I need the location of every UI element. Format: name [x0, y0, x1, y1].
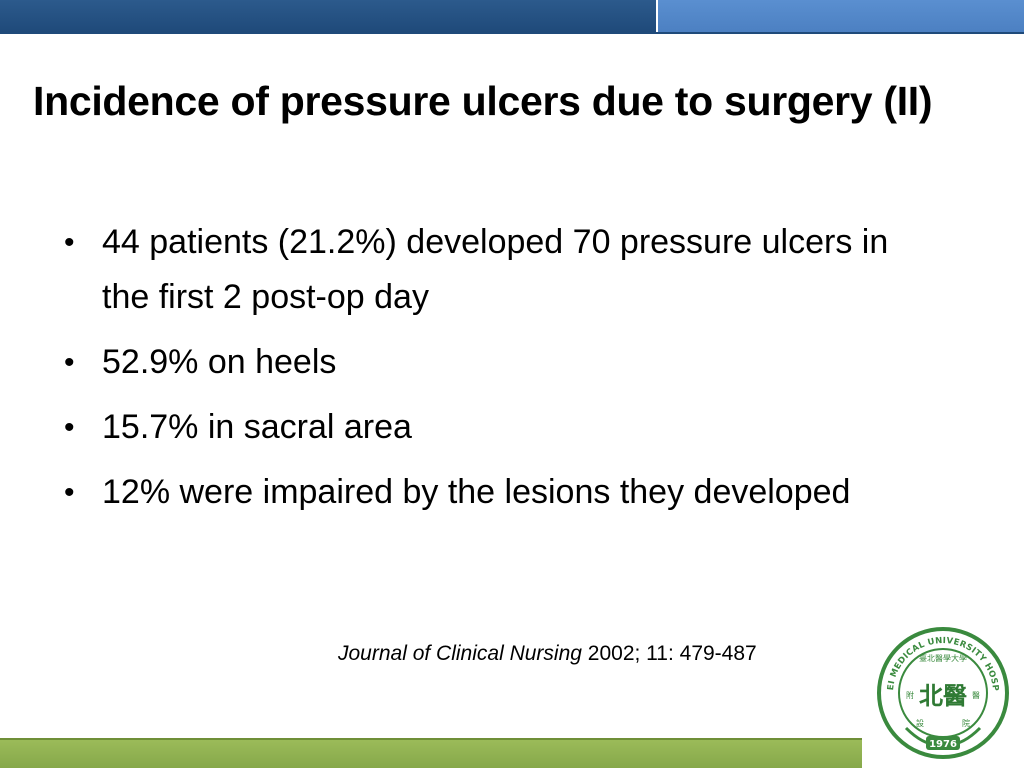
bullet-item: • 12% were impaired by the lesions they … — [64, 465, 914, 520]
logo-bottom-right: 院 — [962, 718, 970, 728]
bullet-item: • 44 patients (21.2%) developed 70 press… — [64, 215, 914, 325]
bullet-icon: • — [64, 346, 75, 379]
slide-title: Incidence of pressure ulcers due to surg… — [33, 78, 933, 124]
logo-bottom-left: 設 — [916, 718, 924, 728]
header-bar-light — [658, 0, 1024, 32]
logo-emblem: 北醫 — [919, 682, 967, 710]
bullet-item: • 15.7% in sacral area — [64, 400, 914, 455]
citation: Journal of Clinical Nursing 2002; 11: 47… — [338, 642, 858, 666]
bullet-list: • 44 patients (21.2%) developed 70 press… — [64, 215, 914, 530]
logo-chinese-name: 臺北醫學大學 — [919, 653, 967, 663]
header-bar-dark — [0, 0, 656, 32]
bullet-text: 44 patients (21.2%) developed 70 pressur… — [102, 223, 889, 316]
bullet-text: 12% were impaired by the lesions they de… — [102, 473, 851, 511]
bullet-text: 15.7% in sacral area — [102, 408, 412, 446]
header-divider — [0, 32, 1024, 34]
logo-year: 1976 — [929, 739, 957, 750]
bullet-text: 52.9% on heels — [102, 343, 337, 381]
citation-journal: Journal of Clinical Nursing — [338, 642, 582, 665]
logo-side-left: 附 — [906, 690, 914, 700]
citation-details: 2002; 11: 479-487 — [581, 642, 757, 665]
bullet-icon: • — [64, 476, 75, 509]
bullet-icon: • — [64, 411, 75, 444]
bullet-item: • 52.9% on heels — [64, 335, 914, 390]
logo-side-right: 醫 — [972, 691, 980, 700]
hospital-logo: TAIPEI MEDICAL UNIVERSITY HOSPITAL 臺北醫學大… — [862, 618, 1024, 768]
hospital-seal-icon: TAIPEI MEDICAL UNIVERSITY HOSPITAL 臺北醫學大… — [876, 626, 1009, 759]
footer-bar — [0, 738, 862, 768]
bullet-icon: • — [64, 226, 75, 259]
